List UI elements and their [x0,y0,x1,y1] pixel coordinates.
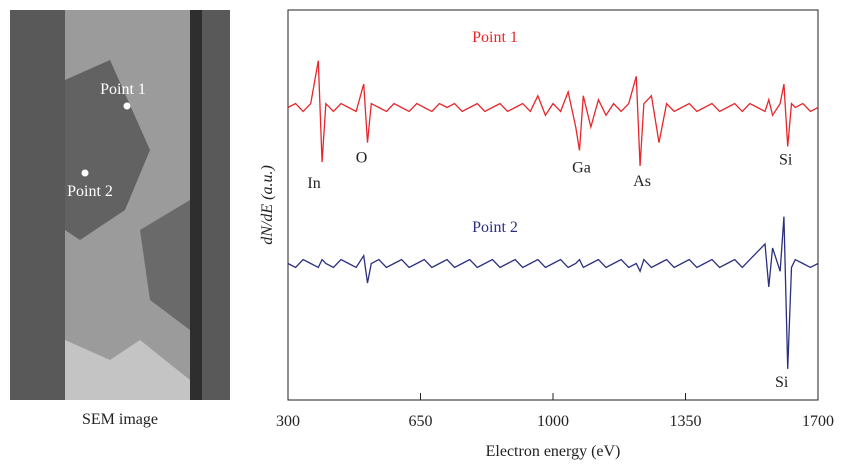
spectrum-line [287,216,819,369]
x-tick-label: 300 [276,413,300,430]
series-label: Point 1 [472,29,518,46]
x-tick-label: 650 [409,413,433,430]
point-marker [81,169,89,177]
caption: SEM image [82,411,158,428]
y-axis-label: dN/dE (a.u.) [259,165,276,245]
point-marker [123,102,131,110]
sem-edge [190,10,202,400]
series-label: Point 2 [472,219,518,236]
peak-annotation: Si [775,374,789,391]
spectrum-line [287,60,819,167]
point-label: Point 1 [100,81,146,98]
x-tick-label: 1000 [537,413,569,430]
peak-annotation: Si [779,152,793,169]
peak-annotation: As [633,173,651,190]
peak-annotation: Ga [572,159,591,176]
peak-annotation: O [356,150,368,167]
x-tick-label: 1350 [670,413,702,430]
peak-annotation: In [307,175,320,192]
plot-frame [287,9,819,401]
x-tick-label: 1700 [802,413,834,430]
sem-image: Point 1 Point 2 SEM image [10,10,230,428]
x-axis-label: Electron energy (eV) [486,443,621,460]
point-label: Point 2 [67,183,113,200]
sem-dark-region [140,200,190,330]
sem-bright-region [65,340,190,400]
